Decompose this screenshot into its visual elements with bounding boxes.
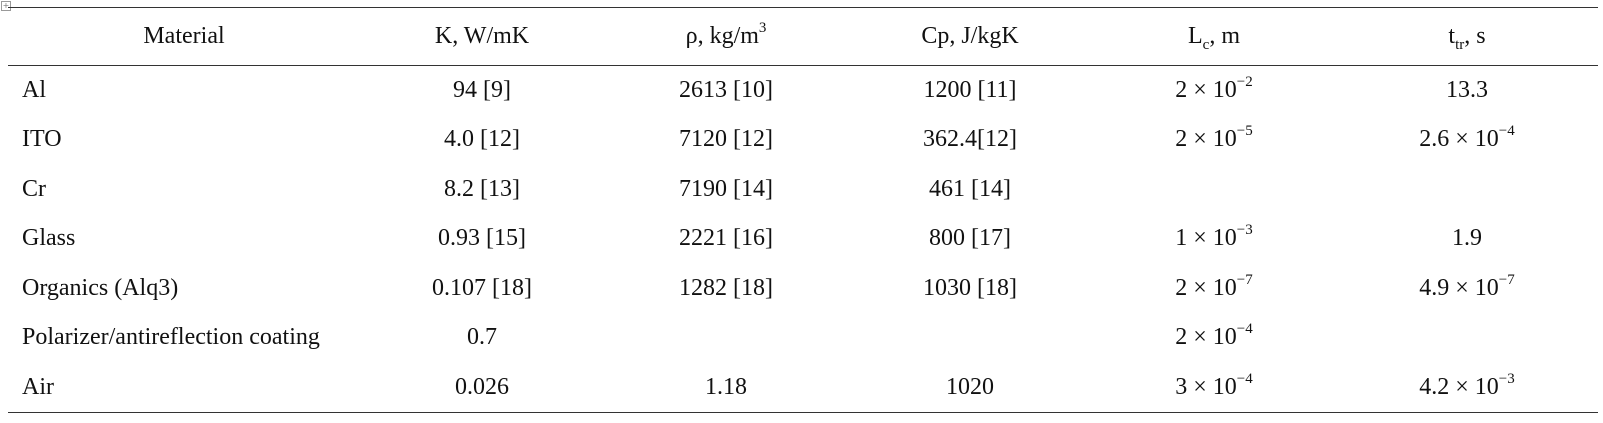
cell-material: Organics (Alq3) <box>22 274 179 301</box>
cell-cp: 461 [14] <box>929 175 1011 202</box>
material-properties-table-container: Material K, W/mK ρ, kg/m3 Cp, J/kgK Lc, … <box>8 7 1598 413</box>
table-anchor-icon[interactable]: + <box>1 1 11 11</box>
cell-material: Glass <box>22 225 76 252</box>
header-specific-heat: Cp, J/kgK <box>848 7 1092 66</box>
table-row: Cr 8.2 [13] 7190 [14] 461 [14] <box>8 165 1598 215</box>
cell-lc: 2 × 10−5 <box>1175 123 1253 153</box>
table-row: Glass 0.93 [15] 2221 [16] 800 [17] 1 × 1… <box>8 214 1598 264</box>
cell-rho: 7190 [14] <box>679 175 773 202</box>
cell-cp: 1200 [11] <box>923 77 1017 103</box>
cell-cp: 362.4[12] <box>923 126 1017 153</box>
cell-lc: 1 × 10−3 <box>1175 222 1253 252</box>
table-row: Air 0.026 1.18 1020 3 × 10−4 4.2 × 10−3 <box>8 362 1598 413</box>
cell-rho: 2613 [10] <box>679 77 773 103</box>
cell-cp: 1030 [18] <box>923 274 1017 301</box>
header-characteristic-length: Lc, m <box>1092 7 1336 66</box>
cell-lc: 2 × 10−7 <box>1175 271 1253 301</box>
cell-material: Polarizer/antireflection coating <box>22 324 320 351</box>
cell-material: Cr <box>22 175 46 202</box>
header-material: Material <box>8 7 360 66</box>
header-transition-time: ttr, s <box>1336 7 1598 66</box>
cell-material: ITO <box>22 126 62 153</box>
cell-ttr <box>1336 165 1598 215</box>
cell-k: 0.93 [15] <box>438 225 526 252</box>
cell-rho: 7120 [12] <box>679 126 773 153</box>
cell-k: 4.0 [12] <box>444 126 520 153</box>
table-row: Polarizer/antireflection coating 0.7 2 ×… <box>8 313 1598 363</box>
cell-k: 0.7 <box>467 324 497 351</box>
table-row: Organics (Alq3) 0.107 [18] 1282 [18] 103… <box>8 264 1598 314</box>
cell-rho: 2221 [16] <box>679 225 773 252</box>
table-header-row: Material K, W/mK ρ, kg/m3 Cp, J/kgK Lc, … <box>8 7 1598 66</box>
cell-rho: 1282 [18] <box>679 274 773 301</box>
cell-cp: 1020 <box>848 362 1092 413</box>
header-thermal-conductivity: K, W/mK <box>360 7 604 66</box>
cell-ttr: 4.9 × 10−7 <box>1419 271 1515 301</box>
cell-rho: 1.18 <box>604 362 848 413</box>
cell-ttr: 13.3 <box>1446 77 1488 103</box>
table-row: ITO 4.0 [12] 7120 [12] 362.4[12] 2 × 10−… <box>8 115 1598 165</box>
cell-lc: 2 × 10−2 <box>1175 74 1253 104</box>
cell-k: 8.2 [13] <box>444 175 520 202</box>
cell-rho <box>604 313 848 363</box>
table-row: Al 94 [9] 2613 [10] 1200 [11] 2 × 10−2 1… <box>8 66 1598 116</box>
cell-lc: 3 × 10−4 <box>1092 362 1336 413</box>
cell-ttr: 4.2 × 10−3 <box>1336 362 1598 413</box>
cell-cp: 800 [17] <box>929 225 1011 252</box>
cell-k: 0.107 [18] <box>432 274 532 301</box>
cell-cp <box>848 313 1092 363</box>
cell-material: Air <box>8 362 360 413</box>
cell-lc: 2 × 10−4 <box>1175 321 1253 351</box>
cell-ttr <box>1336 313 1598 363</box>
material-properties-table: Material K, W/mK ρ, kg/m3 Cp, J/kgK Lc, … <box>8 7 1598 413</box>
cell-material: Al <box>22 77 46 103</box>
cell-ttr: 2.6 × 10−4 <box>1419 123 1515 153</box>
cell-lc <box>1092 165 1336 215</box>
cell-ttr: 1.9 <box>1452 225 1482 252</box>
cell-k: 94 [9] <box>453 77 511 103</box>
cell-k: 0.026 <box>360 362 604 413</box>
header-density: ρ, kg/m3 <box>604 7 848 66</box>
